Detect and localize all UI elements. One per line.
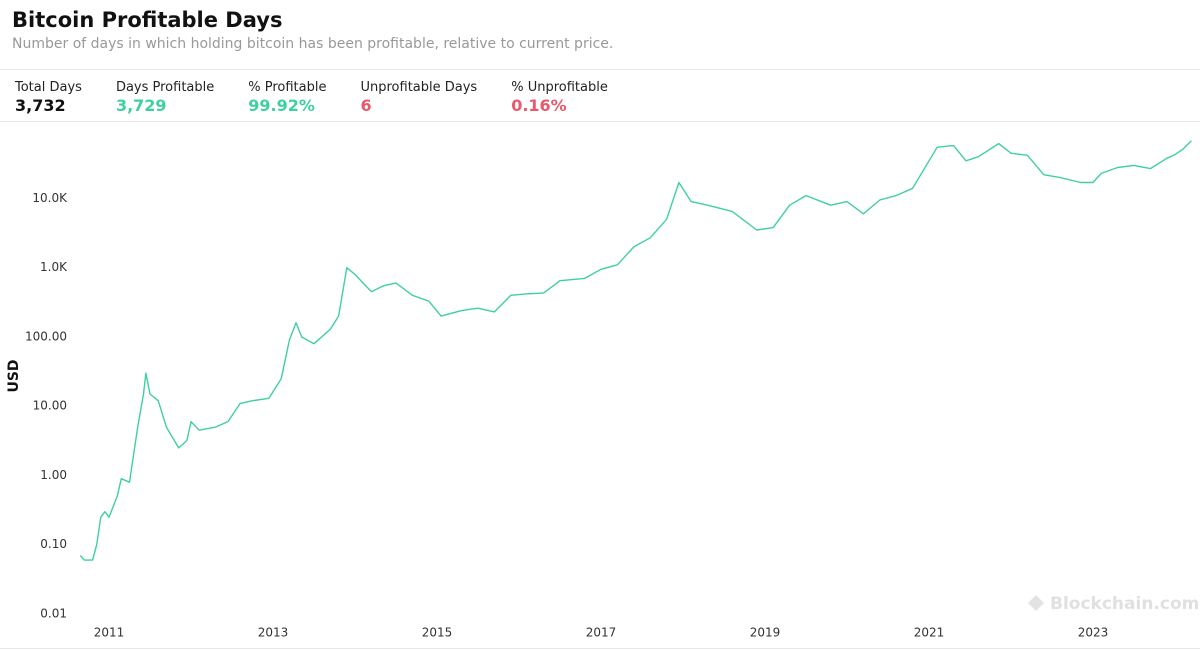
stat-label: % Unprofitable: [511, 80, 608, 95]
x-tick-label: 2019: [750, 626, 781, 640]
y-tick-label: 10.00: [33, 399, 67, 413]
y-tick-label: 1.00: [40, 468, 67, 482]
stat: Days Profitable 3,729: [116, 80, 214, 115]
y-tick-label: 0.10: [40, 537, 67, 551]
x-tick-label: 2013: [258, 626, 289, 640]
x-tick-label: 2015: [422, 626, 453, 640]
y-tick-label: 0.01: [40, 607, 67, 621]
y-tick-label: 100.00: [25, 329, 67, 343]
title: Bitcoin Profitable Days: [12, 8, 283, 32]
stat-label: Total Days: [15, 80, 82, 95]
stat-value: 3,732: [15, 96, 66, 115]
y-axis-label: USD: [6, 359, 22, 392]
stat-label: Unprofitable Days: [360, 80, 478, 95]
price-line: [79, 140, 1192, 561]
subtitle: Number of days in which holding bitcoin …: [12, 36, 614, 52]
y-tick-label: 1.0K: [40, 260, 68, 274]
x-tick-label: 2021: [914, 626, 945, 640]
stat: Total Days 3,732: [15, 80, 82, 115]
stat-value: 3,729: [115, 96, 167, 115]
divider: [0, 121, 1200, 122]
stats: Total Days 3,732 Days Profitable 3,729 % Pro…: [15, 80, 642, 115]
stat: % Unprofitable 0.16%: [511, 80, 608, 115]
y-tick-label: 10.0K: [32, 191, 68, 205]
stat-value: 99.92%: [248, 96, 315, 115]
stat-label: Days Profitable: [115, 80, 215, 95]
watermark-icon: [1028, 595, 1044, 611]
stat-value: 6: [360, 96, 372, 115]
stat-value: 0.16%: [511, 96, 567, 115]
stat-label: % Profitable: [248, 80, 327, 95]
x-tick-label: 2023: [1078, 626, 1109, 640]
watermark: Blockchain.com: [1050, 594, 1199, 614]
stat: % Profitable 99.92%: [248, 80, 326, 115]
divider: [0, 648, 1200, 649]
x-tick-label: 2011: [94, 626, 125, 640]
divider: [0, 69, 1200, 70]
x-tick-label: 2017: [586, 626, 617, 640]
stat: Unprofitable Days 6: [360, 80, 477, 115]
